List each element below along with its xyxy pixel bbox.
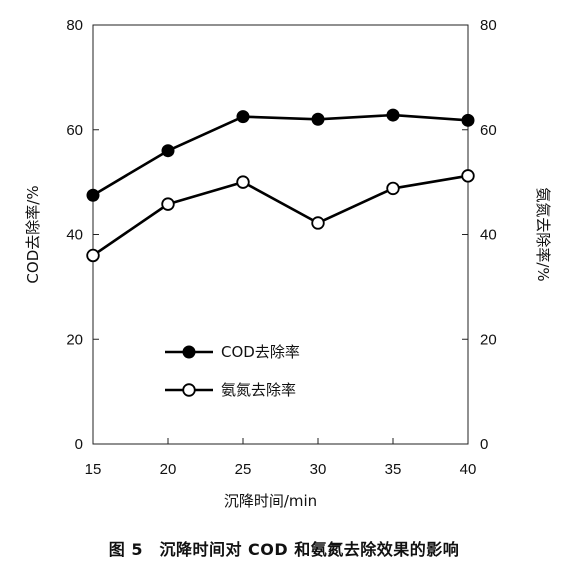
legend-label-1: COD去除率 [221, 343, 300, 361]
legend-marker-2 [182, 383, 196, 397]
y-tick-label-right: 80 [480, 17, 497, 34]
series-2-point [161, 197, 175, 211]
y-tick-label-right: 40 [480, 227, 497, 244]
y-tick-label-left: 60 [66, 122, 83, 139]
series-1-point [161, 144, 175, 158]
x-tick-label: 30 [310, 461, 327, 478]
x-tick-label: 40 [460, 461, 477, 478]
series-1-point [461, 113, 475, 127]
x-tick-label: 20 [160, 461, 177, 478]
y-tick-label-left: 0 [75, 436, 83, 453]
x-axis-title: 沉降时间/min [224, 492, 317, 510]
y-tick-label-left: 20 [66, 331, 83, 348]
legend-label-2: 氨氮去除率 [221, 381, 296, 399]
series-2-point [311, 216, 325, 230]
y-tick-label-right: 20 [480, 331, 497, 348]
series-1-point [386, 108, 400, 122]
series-1-point [86, 188, 100, 202]
series-1-point [311, 112, 325, 126]
x-tick-label: 15 [85, 461, 102, 478]
x-tick-label: 35 [385, 461, 402, 478]
series-2-point [236, 175, 250, 189]
series-2-point [86, 248, 100, 263]
series-1-point [236, 110, 250, 124]
series-layer [86, 108, 475, 263]
ticks-layer: 0 0 20 20 40 40 60 60 80 80 15 20 25 30 35 40 [66, 17, 496, 478]
y-tick-label-left: 80 [66, 17, 83, 34]
series-2-point [461, 169, 475, 183]
figure-caption: 图 5 沉降时间对 COD 和氨氮去除效果的影响 [108, 540, 460, 559]
legend-marker-1 [182, 345, 196, 359]
y-tick-label-right: 0 [480, 436, 488, 453]
y-axis-title-left: COD去除率/% [24, 185, 42, 283]
series-2-point [386, 181, 400, 196]
y-tick-label-right: 60 [480, 122, 497, 139]
y-axis-title-right: 氨氮去除率/% [534, 187, 552, 281]
series-line-1 [92, 113, 469, 197]
series-line-2 [92, 174, 469, 257]
y-tick-label-left: 40 [66, 227, 83, 244]
x-tick-label: 25 [235, 461, 252, 478]
